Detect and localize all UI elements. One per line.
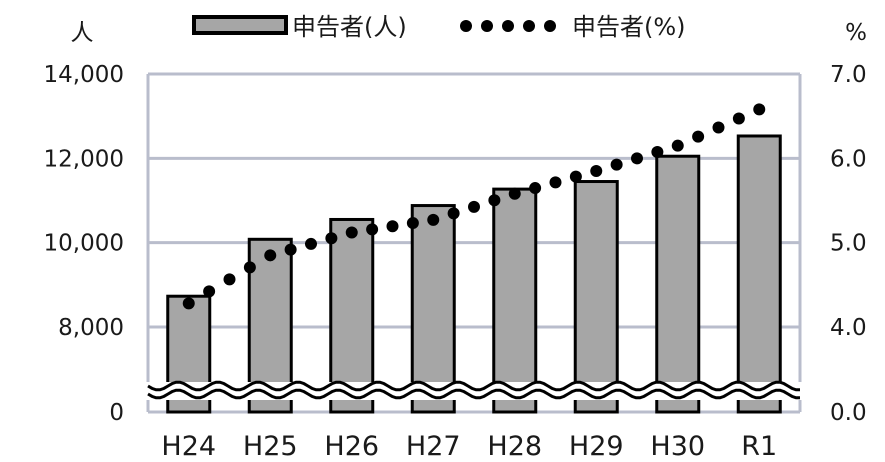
left-tick-label: 10,000 <box>44 231 124 257</box>
right-tick-label: 7.0 <box>830 62 867 88</box>
category-labels: H24 H25 H26 H27 H28 H29 H30 R1 <box>161 431 777 462</box>
line-dot <box>712 121 725 134</box>
line-dot <box>366 223 379 236</box>
bar-H28 <box>492 187 538 414</box>
legend-bar-swatch <box>192 15 288 35</box>
category-label-H27: H27 <box>406 431 461 462</box>
line-dot <box>468 200 480 213</box>
line-dot <box>692 130 705 143</box>
legend-dot <box>523 20 535 32</box>
left-tick-label: 12,000 <box>44 146 124 172</box>
legend-dot-swatch <box>460 20 556 32</box>
legend-dot <box>481 20 493 32</box>
bars <box>166 134 782 414</box>
point-H30 <box>671 139 684 152</box>
axis-break-wave-lower <box>147 388 800 400</box>
category-label-H24: H24 <box>161 431 216 462</box>
legend-bar-label: 申告者(人) <box>292 13 407 41</box>
legend-dot <box>460 20 472 32</box>
point-H29 <box>590 164 603 177</box>
bar-H26 <box>329 217 375 414</box>
category-label-H25: H25 <box>243 431 298 462</box>
line-dot <box>325 232 338 245</box>
point-H27 <box>427 213 440 226</box>
legend: 申告者(人) 申告者(%) <box>192 13 686 41</box>
left-axis-unit: 人 <box>71 20 94 46</box>
point-H25 <box>264 249 277 262</box>
right-tick-label: 0.0 <box>830 400 867 426</box>
line-dot <box>386 220 399 233</box>
line-dot <box>529 182 542 195</box>
line-dot <box>305 237 317 250</box>
line-dot <box>549 176 562 189</box>
right-tick-label: 6.0 <box>830 146 867 172</box>
line-dot <box>610 158 623 171</box>
line-dot <box>284 243 297 256</box>
point-R1 <box>753 103 766 116</box>
category-label-H29: H29 <box>569 431 624 462</box>
left-tick-label: 0 <box>109 400 124 426</box>
category-label-H26: H26 <box>324 431 379 462</box>
bar-H30 <box>655 154 701 414</box>
left-tick-label: 14,000 <box>44 62 124 88</box>
category-label-H28: H28 <box>487 431 542 462</box>
bar-H27 <box>410 204 456 414</box>
left-tick-labels: 0 8,000 10,000 12,000 14,000 <box>44 62 124 426</box>
left-tick-label: 8,000 <box>58 315 124 341</box>
point-H24 <box>182 297 195 310</box>
line-dot <box>488 194 501 207</box>
line-dot <box>223 273 236 286</box>
line-dot <box>243 261 256 274</box>
line-dot <box>631 152 643 165</box>
bar-H29 <box>573 180 619 414</box>
right-tick-labels: 0.0 4.0 5.0 6.0 7.0 <box>830 62 867 426</box>
axis-break <box>146 380 804 400</box>
bar-R1 <box>736 134 782 414</box>
category-label-R1: R1 <box>741 431 777 462</box>
line-dot <box>203 285 216 298</box>
line-dot <box>569 170 582 183</box>
axis-break-wave-upper <box>147 380 800 392</box>
right-axis-unit: % <box>845 20 867 46</box>
gridlines <box>146 72 802 414</box>
point-H26 <box>345 226 358 239</box>
right-tick-label: 4.0 <box>830 315 867 341</box>
right-tick-label: 5.0 <box>830 231 867 257</box>
legend-dot <box>544 20 556 32</box>
line-dot <box>651 146 664 159</box>
point-H28 <box>508 187 521 200</box>
line-series-dots <box>182 103 766 310</box>
line-dot <box>447 207 460 220</box>
line-dot <box>732 112 745 125</box>
line-dot <box>406 217 419 230</box>
category-label-H30: H30 <box>650 431 705 462</box>
legend-dot <box>502 20 514 32</box>
legend-line-label: 申告者(%) <box>572 13 686 41</box>
